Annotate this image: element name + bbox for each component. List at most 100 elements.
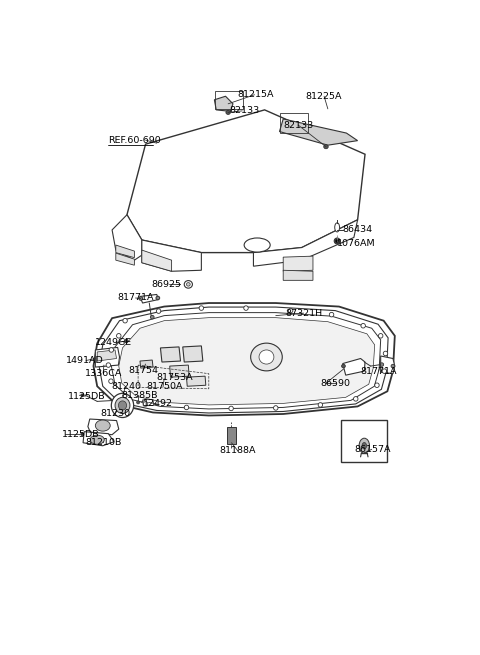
Polygon shape (112, 215, 142, 260)
Text: 1249GE: 1249GE (96, 339, 132, 347)
Ellipse shape (378, 333, 383, 338)
Ellipse shape (109, 379, 113, 383)
Text: 86434: 86434 (343, 225, 373, 234)
Ellipse shape (115, 398, 130, 413)
Text: 81750A: 81750A (146, 383, 183, 391)
Polygon shape (116, 253, 134, 265)
Text: 12492: 12492 (143, 400, 173, 409)
Text: 86590: 86590 (321, 379, 350, 388)
Polygon shape (170, 365, 189, 377)
Ellipse shape (144, 402, 148, 406)
Ellipse shape (226, 111, 230, 115)
Polygon shape (183, 346, 203, 362)
Ellipse shape (119, 401, 127, 410)
Polygon shape (116, 245, 134, 257)
Polygon shape (127, 110, 365, 253)
Text: 1076AM: 1076AM (337, 238, 376, 248)
Polygon shape (97, 350, 117, 361)
Polygon shape (253, 220, 358, 266)
Text: 81240: 81240 (111, 383, 141, 391)
Ellipse shape (244, 306, 248, 310)
Ellipse shape (117, 333, 121, 338)
Ellipse shape (274, 405, 278, 410)
Ellipse shape (342, 364, 345, 368)
Polygon shape (283, 256, 313, 271)
Ellipse shape (251, 343, 282, 371)
Text: 1336CA: 1336CA (85, 369, 123, 378)
Polygon shape (142, 240, 202, 271)
Ellipse shape (362, 443, 367, 449)
Ellipse shape (81, 394, 84, 397)
Ellipse shape (334, 238, 340, 244)
Ellipse shape (124, 339, 128, 343)
Ellipse shape (335, 223, 339, 232)
Ellipse shape (106, 363, 110, 367)
Ellipse shape (380, 363, 384, 366)
Text: 81771A: 81771A (118, 293, 154, 303)
Ellipse shape (318, 403, 323, 407)
Polygon shape (283, 271, 313, 280)
Ellipse shape (382, 369, 386, 373)
Ellipse shape (329, 312, 334, 317)
Ellipse shape (199, 306, 204, 310)
Ellipse shape (111, 393, 133, 417)
Ellipse shape (359, 438, 370, 453)
FancyBboxPatch shape (228, 426, 236, 443)
Ellipse shape (156, 309, 161, 313)
Polygon shape (343, 358, 365, 375)
Text: 81188A: 81188A (219, 446, 256, 455)
Text: REF.60-690: REF.60-690 (108, 136, 161, 145)
Ellipse shape (353, 396, 358, 401)
Text: 82133: 82133 (229, 106, 260, 115)
Ellipse shape (150, 316, 154, 319)
Ellipse shape (244, 238, 270, 252)
Ellipse shape (259, 350, 274, 364)
Ellipse shape (81, 433, 84, 436)
Ellipse shape (383, 351, 388, 356)
Text: 81225A: 81225A (305, 92, 342, 101)
Text: 1125DB: 1125DB (67, 392, 105, 401)
Polygon shape (142, 250, 172, 271)
Ellipse shape (109, 348, 114, 352)
Ellipse shape (96, 420, 110, 431)
Ellipse shape (361, 324, 365, 328)
Text: 86157A: 86157A (354, 445, 390, 454)
Polygon shape (140, 360, 153, 368)
Ellipse shape (119, 394, 124, 399)
Text: 81230: 81230 (100, 409, 130, 419)
Ellipse shape (137, 401, 140, 404)
Polygon shape (279, 119, 358, 145)
Ellipse shape (156, 296, 160, 300)
Ellipse shape (186, 282, 190, 286)
Ellipse shape (139, 297, 143, 300)
Text: 81215A: 81215A (238, 90, 274, 100)
Polygon shape (186, 376, 206, 386)
Text: 1125DB: 1125DB (62, 430, 99, 439)
Text: 81754: 81754 (129, 365, 159, 375)
Polygon shape (119, 318, 375, 405)
Polygon shape (160, 347, 180, 362)
Text: 86925: 86925 (151, 280, 181, 289)
Polygon shape (143, 400, 154, 406)
Polygon shape (83, 432, 114, 446)
Ellipse shape (288, 309, 293, 313)
Polygon shape (111, 312, 381, 409)
Ellipse shape (391, 364, 395, 368)
Ellipse shape (90, 435, 104, 444)
Polygon shape (215, 96, 233, 111)
Text: 82133: 82133 (283, 121, 313, 130)
Ellipse shape (375, 383, 379, 388)
Ellipse shape (123, 318, 127, 323)
Polygon shape (96, 347, 120, 367)
Text: 87321H: 87321H (285, 309, 322, 318)
Ellipse shape (184, 280, 192, 288)
Polygon shape (99, 307, 388, 413)
Polygon shape (140, 295, 158, 303)
Text: 81385B: 81385B (121, 391, 158, 400)
Ellipse shape (229, 406, 233, 411)
Polygon shape (94, 303, 395, 415)
Text: 81771A: 81771A (360, 367, 397, 375)
Polygon shape (88, 419, 119, 435)
Ellipse shape (336, 240, 338, 242)
Polygon shape (381, 356, 395, 373)
